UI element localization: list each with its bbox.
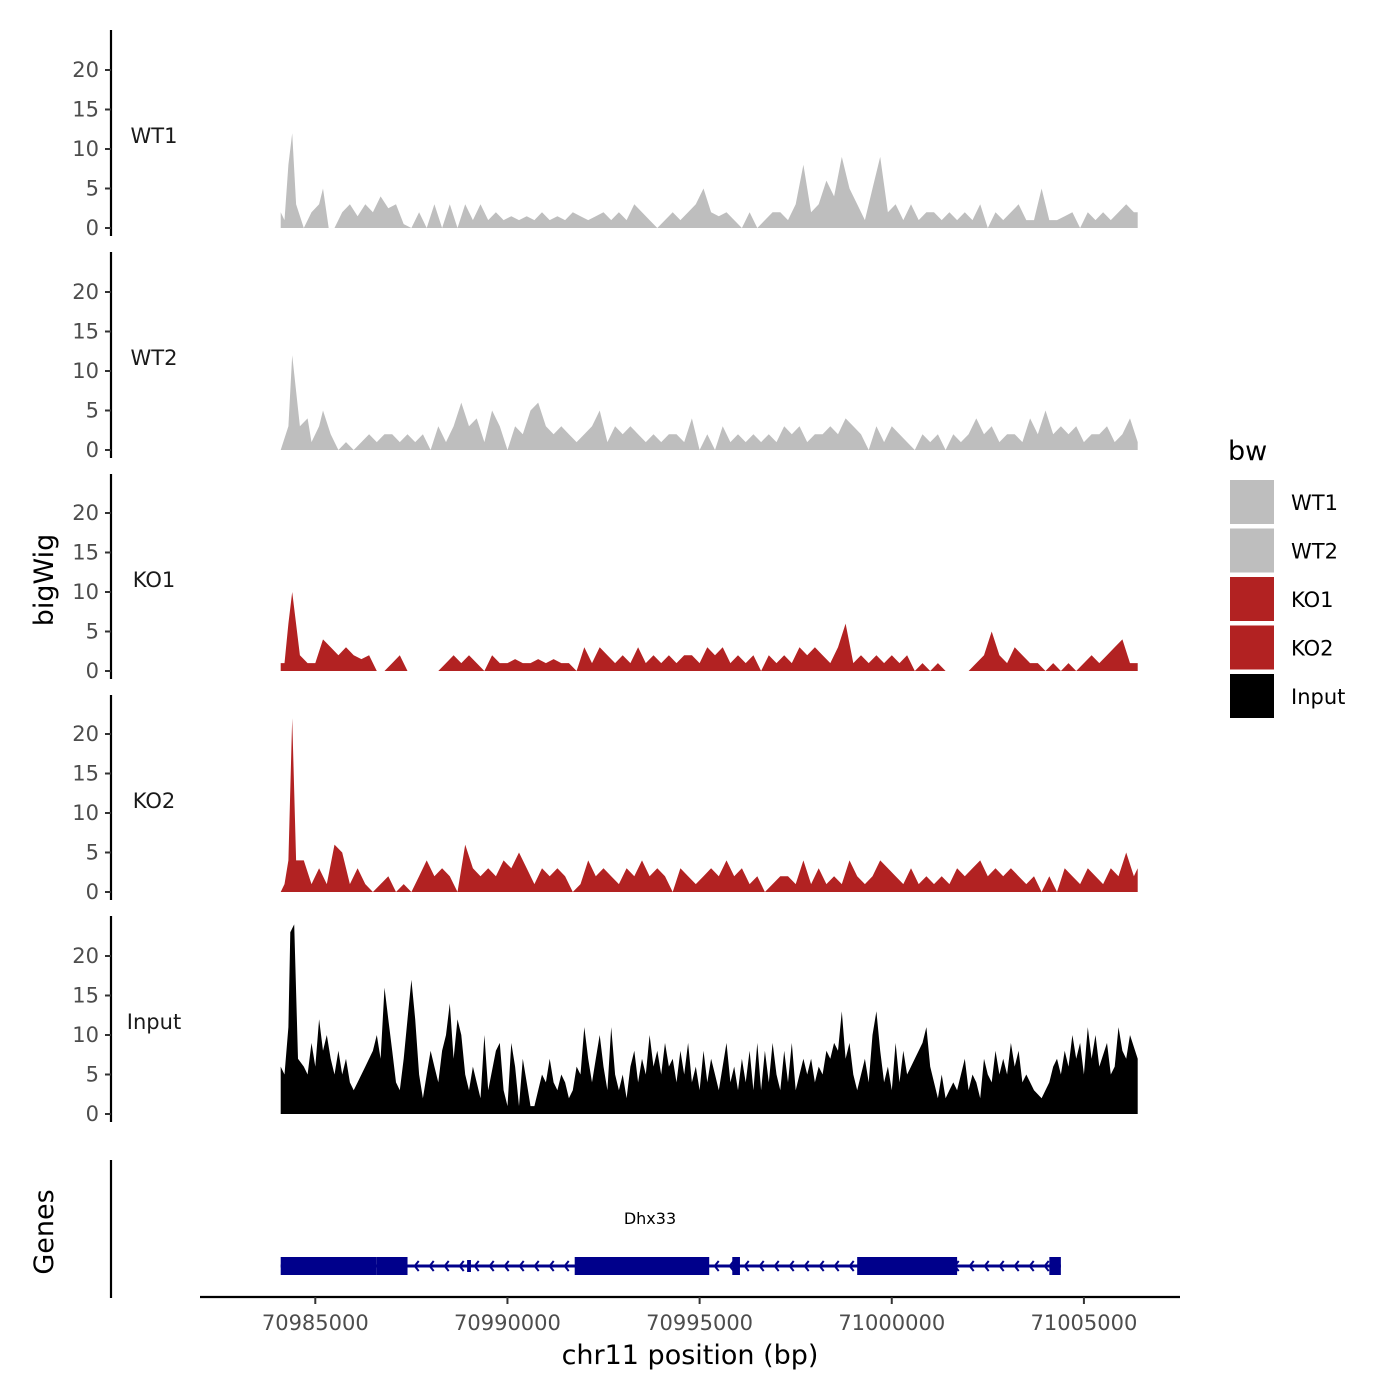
y-tick-label: 0 — [86, 880, 99, 904]
gene-exon — [574, 1257, 710, 1275]
strand-arrow — [563, 1260, 570, 1272]
area-ko2 — [280, 718, 1138, 892]
x-axis-title: chr11 position (bp) — [562, 1340, 819, 1371]
strand-arrow — [983, 1260, 990, 1272]
strand-arrow — [503, 1260, 510, 1272]
y-axis-title: bigWig — [29, 534, 60, 627]
area-wt2 — [280, 355, 1138, 450]
gene-exon — [280, 1257, 377, 1275]
strand-arrow — [833, 1260, 840, 1272]
y-tick-label: 5 — [86, 177, 99, 201]
strand-arrow — [758, 1260, 765, 1272]
strand-arrow — [473, 1260, 480, 1272]
legend-title: bw — [1228, 436, 1267, 467]
legend-swatch-wt1 — [1230, 480, 1274, 524]
legend-label: Input — [1291, 685, 1345, 709]
y-tick-label: 0 — [86, 1102, 99, 1126]
x-tick-label: 71000000 — [838, 1311, 945, 1335]
strand-arrow — [548, 1260, 555, 1272]
strand-arrow — [998, 1260, 1005, 1272]
y-tick-label: 20 — [72, 58, 99, 82]
x-tick-label: 70985000 — [262, 1311, 369, 1335]
y-tick-label: 0 — [86, 216, 99, 240]
legend-label: KO2 — [1291, 637, 1334, 661]
strand-arrow — [788, 1260, 795, 1272]
area-ko1 — [280, 592, 1138, 671]
y-tick-label: 20 — [72, 280, 99, 304]
strand-arrow — [413, 1260, 420, 1272]
legend-swatch-input — [1230, 674, 1274, 718]
gene-exon — [467, 1260, 471, 1272]
area-input — [280, 924, 1138, 1114]
strand-arrow — [518, 1260, 525, 1272]
y-tick-label: 20 — [72, 501, 99, 525]
y-tick-label: 0 — [86, 438, 99, 462]
gene-exon — [732, 1257, 740, 1275]
strand-arrow — [818, 1260, 825, 1272]
gene-exon — [376, 1257, 408, 1275]
track-wt1: 0 5 10 15 20 WT1 — [72, 30, 1138, 240]
y-tick-label: 5 — [86, 1063, 99, 1087]
track-label: WT1 — [131, 124, 178, 148]
y-tick-label: 20 — [72, 722, 99, 746]
legend-swatch-ko2 — [1230, 625, 1274, 670]
strand-arrow — [443, 1260, 450, 1272]
gene-name-label: Dhx33 — [624, 1209, 676, 1228]
x-tick-label: 70995000 — [646, 1311, 753, 1335]
track-label: KO1 — [133, 568, 176, 592]
strand-arrow — [1043, 1260, 1050, 1272]
x-axis: 70985000 70990000 70995000 71000000 71005000 — [200, 1295, 1180, 1335]
track-label: WT2 — [131, 346, 178, 370]
y-tick-label: 10 — [72, 137, 99, 161]
y-tick-label: 5 — [86, 841, 99, 865]
strand-arrow — [803, 1260, 810, 1272]
y-tick-label: 15 — [72, 984, 99, 1008]
strand-arrow — [713, 1260, 720, 1272]
y-tick-label: 5 — [86, 399, 99, 423]
track-label: Input — [127, 1010, 181, 1034]
y-tick-label: 15 — [72, 98, 99, 122]
legend-label: WT1 — [1291, 491, 1338, 515]
strand-arrow — [533, 1260, 540, 1272]
tracks-group: 0 5 10 15 20 WT1 0 5 10 15 20 WT2 0 5 10 15 20 KO1 0 5 10 15 2… — [72, 30, 1138, 1126]
y-tick-label: 10 — [72, 359, 99, 383]
strand-arrow — [488, 1260, 495, 1272]
area-wt1 — [280, 133, 1138, 228]
strand-arrow — [848, 1260, 855, 1272]
track-ko2: 0 5 10 15 20 KO2 — [72, 695, 1138, 904]
legend-swatch-wt2 — [1230, 528, 1274, 573]
strand-arrow — [773, 1260, 780, 1272]
track-ko1: 0 5 10 15 20 KO1 — [72, 474, 1138, 683]
track-label: KO2 — [133, 789, 176, 813]
gene-exon — [1049, 1257, 1061, 1275]
y-tick-label: 10 — [72, 580, 99, 604]
y-tick-label: 0 — [86, 659, 99, 683]
legend-swatch-ko1 — [1230, 577, 1274, 621]
legend: bw WT1 WT2 KO1 KO2 Input — [1228, 436, 1345, 718]
y-tick-label: 15 — [72, 320, 99, 344]
track-input: 0 5 10 15 20 Input — [72, 916, 1138, 1126]
genes-panel: Dhx33 — [109, 1160, 1061, 1298]
legend-label: WT2 — [1291, 540, 1338, 564]
y-tick-label: 15 — [72, 762, 99, 786]
gene-exon — [857, 1257, 958, 1275]
y-tick-label: 10 — [72, 1023, 99, 1047]
y-tick-label: 5 — [86, 620, 99, 644]
strand-arrow — [458, 1260, 465, 1272]
strand-arrow — [1013, 1260, 1020, 1272]
strand-arrow — [1028, 1260, 1035, 1272]
legend-label: KO1 — [1291, 588, 1334, 612]
strand-arrow — [968, 1260, 975, 1272]
strand-arrow — [743, 1260, 750, 1272]
track-wt2: 0 5 10 15 20 WT2 — [72, 252, 1138, 462]
genes-axis-title: Genes — [29, 1189, 60, 1274]
strand-arrow — [428, 1260, 435, 1272]
y-tick-label: 20 — [72, 944, 99, 968]
y-tick-label: 15 — [72, 541, 99, 565]
y-tick-label: 10 — [72, 801, 99, 825]
x-tick-label: 71005000 — [1030, 1311, 1137, 1335]
x-tick-label: 70990000 — [454, 1311, 561, 1335]
